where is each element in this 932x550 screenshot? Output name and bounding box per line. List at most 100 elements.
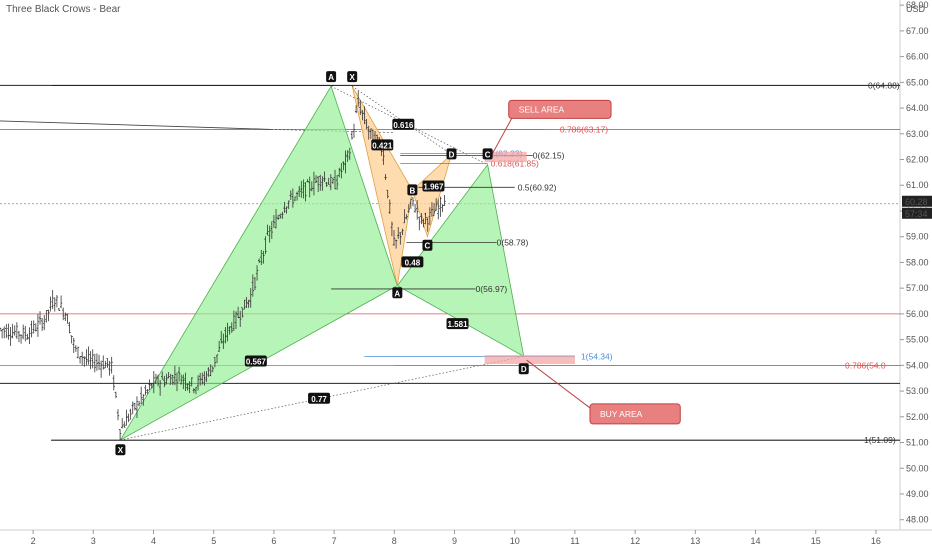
currency-label: USD: [906, 4, 926, 14]
fib-label: 0.5(60.92): [518, 182, 557, 192]
time-tick-label: 4: [151, 536, 156, 546]
fib-label: 0(62.15): [533, 151, 565, 161]
fib-label: 0.786(54.0: [845, 360, 886, 370]
fib-label: 0(58.78): [497, 237, 529, 247]
pattern-point-label: D: [521, 365, 527, 374]
ratio-badge-bg: [244, 355, 267, 367]
harmonic-xd-line: [120, 355, 524, 441]
fib-label: 0.618(61.85): [491, 158, 539, 168]
countdown-label: 57:34: [905, 209, 928, 219]
price-tick-label: 50.00: [906, 463, 929, 473]
time-tick-label: 8: [392, 536, 397, 546]
time-tick-label: 2: [31, 536, 36, 546]
harmonic-xab-triangle: [119, 85, 398, 442]
last-price-badge: [902, 195, 932, 207]
buy-area-callout-label: BUY AREA: [600, 409, 643, 419]
time-tick-label: 9: [452, 536, 457, 546]
ratio-badge-bg: [308, 392, 331, 404]
price-tick-label: 57.00: [906, 283, 929, 293]
buy-area-callout-box: [589, 403, 681, 425]
pattern-point-bg: [326, 71, 337, 83]
price-tick-label: 55.00: [906, 335, 929, 345]
time-tick-label: 6: [271, 536, 276, 546]
pattern-point-label: X: [350, 73, 356, 82]
ratio-badge-label: 1.581: [448, 320, 469, 329]
pattern-point-label: C: [485, 150, 491, 159]
fib-label: 0(56.97): [476, 284, 508, 294]
buy-area-callout: BUY AREA: [526, 359, 681, 425]
sell-area-callout-label: SELL AREA: [519, 104, 565, 114]
pattern-point-label: D: [449, 150, 455, 159]
pattern-point-bg: [482, 148, 493, 160]
fib-label: 1(54.34): [581, 352, 613, 362]
time-tick-label: 11: [570, 536, 579, 546]
pattern-point-bg: [392, 287, 403, 299]
small-harmonic-bcd: [411, 153, 453, 239]
fib-label: 1(51.09): [864, 435, 896, 445]
price-tick-label: 68.00: [906, 0, 929, 10]
price-tick-label: 48.00: [906, 515, 929, 525]
ratio-badge-label: 0.567: [246, 357, 267, 366]
chart-title: Three Black Crows - Bear: [6, 4, 121, 15]
price-tick-label: 65.00: [906, 77, 929, 87]
price-tick-label: 56.00: [906, 309, 929, 319]
time-tick-label: 7: [332, 536, 337, 546]
price-tick-label: 66.00: [906, 52, 929, 62]
price-tick-label: 67.00: [906, 26, 929, 36]
time-tick-label: 10: [510, 536, 520, 546]
ratio-badge-bg: [446, 318, 469, 330]
ratio-badge-label: 0.48: [405, 258, 421, 267]
price-tick-label: 59.00: [906, 232, 929, 242]
last-price-label: 60.28: [905, 197, 928, 207]
fib-label: 0.786(63.17): [560, 124, 608, 134]
time-tick-label: 13: [690, 536, 700, 546]
price-tick-label: 49.00: [906, 489, 929, 499]
ratio-badge-bg: [422, 180, 445, 192]
price-tick-label: 54.00: [906, 360, 929, 370]
price-tick-label: 62.00: [906, 155, 929, 165]
sell-area-callout: SELL AREA: [490, 99, 612, 158]
price-tick-label: 58.00: [906, 257, 929, 267]
pattern-point-bg: [422, 239, 433, 251]
pattern-point-label: C: [425, 242, 431, 251]
pattern-point-label: A: [328, 73, 334, 82]
countdown-badge: [902, 207, 932, 219]
time-tick-label: 12: [630, 536, 640, 546]
ratio-badge-label: 1.967: [423, 183, 444, 192]
ratio-badge-label: 0.616: [393, 121, 414, 130]
candles-group: [0, 91, 446, 441]
time-tick-label: 16: [871, 536, 881, 546]
buy-area-callout-pointer: [526, 359, 599, 415]
time-tick-label: 14: [751, 536, 761, 546]
price-tick-label: 61.00: [906, 180, 929, 190]
pattern-point-label: X: [118, 446, 124, 455]
ratio-badge-bg: [371, 139, 394, 151]
ratio-badge-label: 0.421: [372, 141, 393, 150]
ratio-badge-bg: [401, 256, 424, 268]
price-tick-label: 63.00: [906, 129, 929, 139]
sell-zone: [484, 151, 527, 163]
price-axis-bg: [900, 0, 932, 550]
price-tick-label: 51.00: [906, 438, 929, 448]
time-tick-label: 3: [91, 536, 96, 546]
ratio-badge-bg: [392, 118, 415, 130]
time-tick-label: 15: [811, 536, 821, 546]
buy-zone: [484, 355, 575, 365]
pattern-point-bg: [518, 363, 529, 375]
fib-label: 0(64.88): [868, 80, 900, 90]
ratio-badge-label: 0.77: [311, 395, 327, 404]
price-tick-label: 53.00: [906, 386, 929, 396]
time-tick-label: 5: [211, 536, 216, 546]
pattern-point-label: B: [409, 186, 415, 195]
pattern-point-bg: [446, 148, 457, 160]
pattern-point-bg: [115, 444, 126, 456]
pattern-point-bg: [347, 71, 358, 83]
pattern-point-label: A: [394, 289, 400, 298]
price-tick-label: 64.00: [906, 103, 929, 113]
sell-area-callout-box: [508, 99, 612, 119]
pattern-point-bg: [407, 184, 418, 196]
price-tick-label: 52.00: [906, 412, 929, 422]
trendline-top-left: [0, 120, 271, 130]
